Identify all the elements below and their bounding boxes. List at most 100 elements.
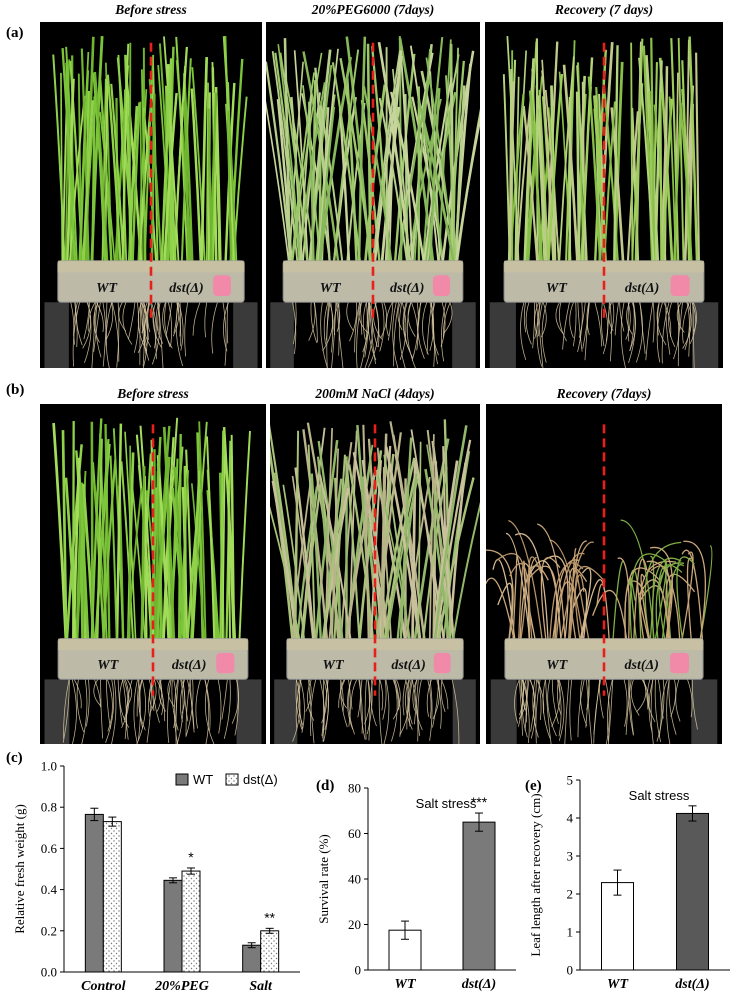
panel-letter-a: (a) [6,25,24,41]
seedling-leaves [266,36,480,261]
stand-leg-right [236,679,262,744]
y-tick-label: 0 [355,963,362,978]
bar-Salt-wt [242,944,262,973]
seedling-leaves [502,35,700,261]
photo-illustration: WT dst(Δ) [44,35,258,368]
y-axis-title: Leaf length after recovery (cm) [528,793,543,956]
bar-20%PEG-wt [163,879,183,973]
chart-d-survival-rate: 0 20 40 60 80 Survival rate (%) Salt stress WT *… [314,752,524,1002]
y-tick-label: 0.8 [41,800,57,815]
photo-title-a3: Recovery (7 days) [554,2,654,17]
category-label: Control [81,979,125,994]
roots [292,302,453,368]
y-tick-label: 2 [567,887,574,902]
dst-label: dst(Δ) [169,281,203,296]
y-axis-title: Survival rate (%) [316,834,331,924]
chart-c-relative-fresh-weight: 0.0 0.2 0.4 0.6 0.8 1.0 Relative fresh weight … [0,752,310,1002]
bar-Control-wt [84,813,104,973]
stand-leg-left [490,679,517,744]
chart-e-leaf-length: 0 1 2 3 4 5 Leaf length after recovery (cm) Sal… [524,752,740,1002]
photo-title-a2: 20%PEG6000 (7days) [311,2,435,17]
dst-label: dst(Δ) [625,658,659,673]
photo-illustration: WT dst(Δ) [266,36,480,368]
bar-20%PEG-dst [181,870,201,973]
y-tick-label: 0.4 [41,882,58,897]
chart-title: Salt stress [416,796,477,811]
panel-letter-e: (e) [525,778,542,794]
roots [520,302,697,368]
legend: WT dst(Δ) [175,772,278,787]
photo-b-salt-stress: WT dst(Δ) [270,404,480,744]
wt-label: WT [546,658,568,673]
y-axis-title: Relative fresh weight (g) [12,804,27,934]
category-label: 20%PEG [154,979,209,994]
pink-sticker [433,652,451,674]
photo-title-b1: Before stress [117,386,189,401]
seedling-leaves [52,417,251,639]
stand-leg-left [44,302,69,368]
category-label: WT [395,977,417,992]
photo-title-b3: Recovery (7days) [556,386,652,401]
y-tick-label: 0.6 [41,841,58,856]
photo-b-recovery: WT dst(Δ) [486,404,722,744]
y-tick-label: 60 [348,826,361,841]
panel-letter-c: (c) [6,750,23,766]
wt-label: WT [546,281,568,296]
y-tick-label: 1.0 [41,759,57,774]
bar-WT [388,929,422,971]
y-tick-label: 20 [348,917,361,932]
significance-mark: * [188,849,194,865]
legend-swatch-wt [175,773,189,786]
photo-illustration: WT dst(Δ) [489,35,719,368]
stand-leg-left [489,302,516,368]
pink-sticker [216,652,235,674]
stand-leg-right [691,679,718,744]
category-label: WT [607,977,629,992]
stand-leg-left [44,679,70,744]
bar-WT [601,882,634,971]
stand-leg-right [452,302,476,368]
y-tick-label: 0.2 [41,923,57,938]
legend-label-dst: dst(Δ) [243,772,278,787]
dst-label: dst(Δ) [625,281,659,296]
wt-label: WT [97,658,119,673]
photo-a-peg-stress: WT dst(Δ) [266,22,480,368]
wt-label: WT [323,658,345,673]
panel-letter-b: (b) [6,382,25,398]
bar-Salt-dst [260,930,280,973]
legend-label-wt: WT [193,772,213,787]
photo-illustration: WT dst(Δ) [44,417,262,744]
y-tick-label: 1 [567,925,574,940]
y-tick-label: 3 [567,849,574,864]
y-tick-label: 0.0 [41,965,57,980]
stand-leg-left [274,679,298,744]
pink-sticker [670,652,689,674]
chart-title: Salt stress [629,788,690,803]
stand-leg-left [270,302,294,368]
significance-mark: *** [471,794,488,810]
stand-leg-right [233,302,258,368]
dst-label: dst(Δ) [390,281,424,296]
legend-swatch-dst [225,773,239,786]
seedling-leaves [52,35,248,261]
roots [70,302,229,368]
category-label: dst(Δ) [462,977,496,992]
seedling-leaves [486,519,713,639]
y-tick-label: 4 [567,811,574,826]
photo-b-before-stress: WT dst(Δ) [40,404,266,744]
roots [62,679,240,744]
y-tick-label: 80 [348,781,361,796]
y-tick-label: 0 [567,963,574,978]
y-tick-label: 40 [348,872,361,887]
photo-title-b2: 200mM NaCl (4days) [315,386,435,401]
photo-a-recovery: WT dst(Δ) [485,22,723,368]
category-label: Salt [249,979,273,994]
bar-dst(Δ) [676,812,709,971]
y-tick-label: 5 [567,773,574,788]
roots [514,679,698,744]
stand-leg-right [452,679,476,744]
roots [292,679,460,744]
pink-sticker [670,275,690,297]
photo-title-a1: Before stress [115,2,187,17]
bar-Control-dst [102,821,122,973]
